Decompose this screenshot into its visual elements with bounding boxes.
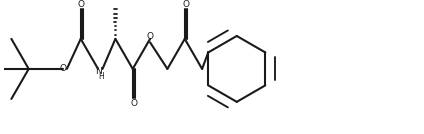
Text: O: O (182, 0, 189, 9)
Text: O: O (77, 0, 84, 9)
Text: O: O (147, 32, 153, 41)
Text: O: O (131, 99, 138, 108)
Text: O: O (60, 64, 67, 73)
Text: H: H (99, 72, 104, 81)
Text: N: N (95, 67, 101, 76)
